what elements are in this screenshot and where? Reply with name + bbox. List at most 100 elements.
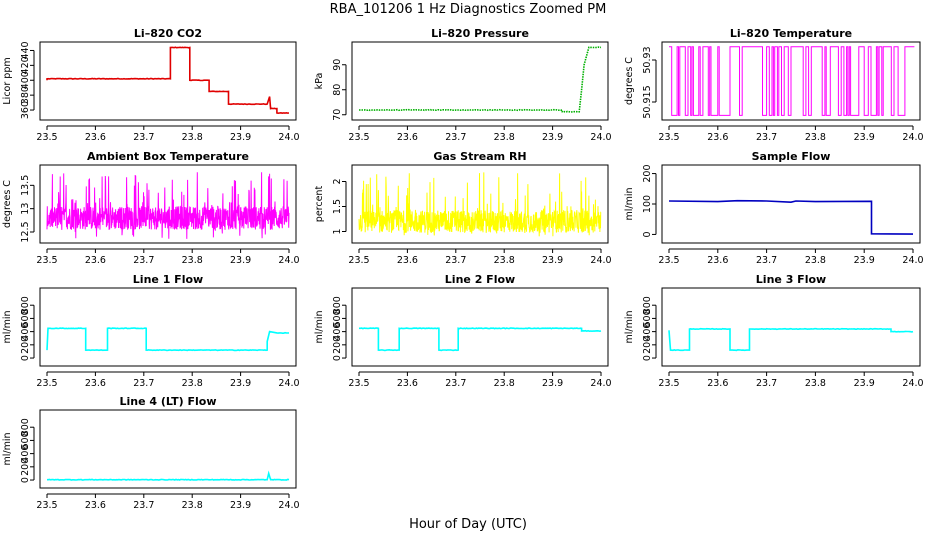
y-tick-label: 80 [332, 84, 343, 96]
y-axis-label: degrees C [624, 57, 635, 105]
y-tick-label: 12.5 [20, 221, 31, 242]
plot-frame [39, 164, 297, 244]
series-line [668, 327, 914, 352]
x-tick-label: 23.9 [230, 255, 251, 266]
panel-5: Gas Stream RH 23.5 23.6 23.7 23.8 23.9 24.0 1 1.… [314, 150, 612, 266]
panel-title: Sample Flow [752, 150, 831, 163]
x-tick-label: 23.6 [707, 132, 728, 143]
y-tick-label: 800 [20, 296, 31, 314]
y-tick-label: 380 [20, 86, 31, 104]
y-tick-label: 200 [20, 336, 31, 354]
y-axis-label: ml/min [624, 310, 635, 343]
x-tick-label: 23.5 [658, 378, 679, 389]
plot-frame [39, 409, 297, 489]
panel-title: Li–820 Pressure [431, 27, 529, 40]
y-tick-label: 420 [20, 56, 31, 74]
y-tick-label: 13 [20, 203, 31, 215]
y-tick-label: 800 [20, 418, 31, 436]
panel-title: Line 4 (LT) Flow [120, 395, 217, 408]
series-line [669, 46, 915, 116]
x-tick-label: 23.5 [36, 132, 57, 143]
panel-title: Line 1 Flow [133, 273, 203, 286]
x-tick-label: 24.0 [278, 255, 299, 266]
panel-title: Line 2 Flow [445, 273, 515, 286]
x-tick-label: 23.7 [133, 255, 154, 266]
x-tick-label: 23.7 [133, 378, 154, 389]
x-tick-label: 23.5 [36, 500, 57, 511]
x-tick-label: 23.5 [348, 132, 369, 143]
x-tick-label: 23.6 [707, 255, 728, 266]
y-tick-label: 400 [332, 323, 343, 341]
y-tick-label: 1 [332, 228, 343, 234]
x-tick-label: 23.8 [805, 132, 826, 143]
y-tick-label: 50.93 [642, 46, 653, 73]
y-tick-label: 50.915 [642, 85, 653, 118]
panel-10: Line 4 (LT) Flow 23.5 23.6 23.7 23.8 23.9 24.0… [2, 395, 300, 511]
series-line [47, 470, 290, 481]
x-tick-label: 23.8 [494, 255, 515, 266]
x-tick-label: 23.6 [85, 378, 106, 389]
x-tick-label: 23.9 [230, 378, 251, 389]
y-tick-label: 360 [20, 101, 31, 119]
y-tick-label: 0 [642, 231, 653, 237]
y-tick-label: 600 [20, 309, 31, 327]
y-tick-label: 400 [20, 71, 31, 89]
series-line [46, 46, 290, 115]
panel-title: Li–820 CO2 [134, 27, 202, 40]
panel-4: Ambient Box Temperature 23.5 23.6 23.7 23.8 2… [2, 150, 300, 266]
x-tick-label: 23.5 [658, 255, 679, 266]
y-tick-label: 13.5 [20, 175, 31, 196]
x-tick-label: 23.9 [542, 255, 563, 266]
y-tick-label: 200 [20, 458, 31, 476]
x-tick-label: 24.0 [902, 378, 923, 389]
x-tick-label: 23.6 [397, 378, 418, 389]
series-line [359, 327, 602, 352]
plot-frame [39, 287, 297, 367]
y-tick-label: 200 [642, 336, 653, 354]
y-tick-label: 2 [332, 178, 343, 184]
y-tick-label: 0 [642, 355, 653, 361]
x-tick-label: 23.7 [756, 255, 777, 266]
y-tick-label: 200 [642, 164, 653, 182]
x-tick-label: 23.8 [182, 500, 203, 511]
y-tick-label: 400 [20, 445, 31, 463]
panel-title: Line 3 Flow [756, 273, 826, 286]
panel-6: Sample Flow 23.5 23.6 23.7 23.8 23.9 24.0 0 100 2… [624, 150, 924, 266]
y-tick-label: 800 [332, 296, 343, 314]
plot-frame [39, 41, 297, 121]
x-axis-title: Hour of Day (UTC) [409, 517, 527, 532]
x-tick-label: 23.8 [805, 378, 826, 389]
x-tick-label: 23.7 [133, 500, 154, 511]
y-axis-label: ml/min [2, 310, 13, 343]
series-line [46, 327, 290, 352]
series-line [46, 172, 290, 239]
x-tick-label: 23.9 [542, 378, 563, 389]
x-tick-label: 23.8 [182, 378, 203, 389]
x-tick-label: 23.6 [397, 132, 418, 143]
x-tick-label: 23.6 [85, 500, 106, 511]
panel-title: Li–820 Temperature [730, 27, 852, 40]
plot-frame [661, 41, 921, 121]
x-tick-label: 23.7 [445, 255, 466, 266]
y-tick-label: 600 [332, 309, 343, 327]
panel-3: Li–820 Temperature 23.5 23.6 23.7 23.8 23.9 24… [624, 27, 924, 143]
y-tick-label: 70 [332, 109, 343, 121]
y-tick-label: 100 [642, 195, 653, 213]
x-tick-label: 23.7 [756, 132, 777, 143]
plot-frame [661, 287, 921, 367]
y-tick-label: 90 [332, 59, 343, 71]
x-tick-label: 23.8 [805, 255, 826, 266]
y-tick-label: 0 [20, 355, 31, 361]
x-tick-label: 24.0 [902, 255, 923, 266]
x-tick-label: 24.0 [590, 132, 611, 143]
x-tick-label: 23.9 [854, 255, 875, 266]
x-tick-label: 23.5 [36, 378, 57, 389]
panel-9: Line 3 Flow 23.5 23.6 23.7 23.8 23.9 24.0 02004… [624, 273, 924, 389]
plot-frame [351, 41, 609, 121]
y-tick-label: 200 [332, 336, 343, 354]
y-axis-label: kPa [314, 73, 325, 90]
x-tick-label: 24.0 [278, 378, 299, 389]
x-tick-label: 24.0 [278, 132, 299, 143]
